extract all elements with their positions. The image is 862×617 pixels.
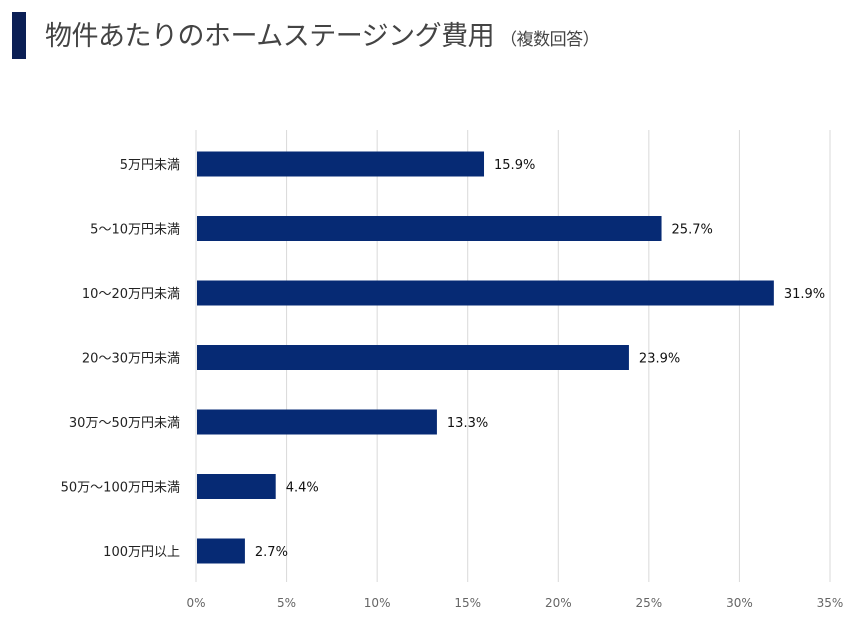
bar bbox=[197, 151, 485, 177]
x-tick-label: 15% bbox=[454, 596, 481, 610]
x-tick-label: 0% bbox=[186, 596, 205, 610]
title-accent-bar bbox=[12, 12, 26, 59]
data-label: 31.9% bbox=[784, 287, 825, 302]
data-label: 25.7% bbox=[672, 223, 713, 238]
bar bbox=[197, 345, 629, 370]
data-label: 13.3% bbox=[447, 416, 488, 431]
x-tick-label: 20% bbox=[545, 596, 572, 610]
data-label: 2.7% bbox=[255, 545, 288, 560]
x-tick-label: 25% bbox=[636, 596, 663, 610]
bar bbox=[197, 280, 774, 306]
x-tick-label: 5% bbox=[277, 596, 296, 610]
category-label: 10〜20万円未満 bbox=[82, 287, 180, 302]
category-label: 5万円未満 bbox=[120, 158, 180, 173]
bar bbox=[197, 409, 437, 435]
data-label: 4.4% bbox=[286, 481, 319, 496]
chart-title: 物件あたりのホームステージング費用 （複数回答） bbox=[45, 14, 600, 53]
category-label: 100万円以上 bbox=[103, 545, 180, 560]
bar bbox=[197, 538, 245, 564]
category-label: 5〜10万円未満 bbox=[90, 223, 180, 238]
x-tick-label: 10% bbox=[364, 596, 391, 610]
x-tick-label: 35% bbox=[817, 596, 844, 610]
data-label: 15.9% bbox=[494, 158, 535, 173]
title-text: 物件あたりのホームステージング費用 bbox=[45, 21, 495, 52]
category-label: 50万〜100万円未満 bbox=[61, 481, 180, 496]
category-label: 20〜30万円未満 bbox=[82, 352, 180, 367]
data-label: 23.9% bbox=[639, 352, 680, 367]
bar bbox=[197, 216, 662, 241]
bar bbox=[197, 474, 276, 499]
chart-subtitle: （複数回答） bbox=[500, 30, 600, 50]
x-tick-label: 30% bbox=[726, 596, 753, 610]
category-label: 30万〜50万円未満 bbox=[69, 416, 180, 431]
